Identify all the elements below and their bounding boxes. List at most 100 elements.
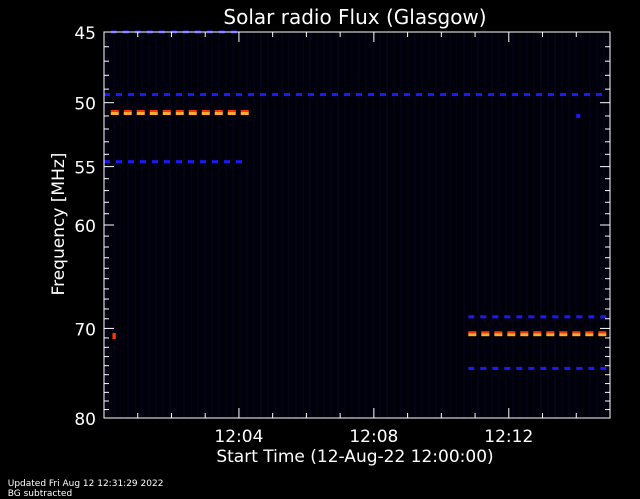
emission-dash [248,93,254,97]
emission-dash [507,333,516,337]
emission-dash [552,366,559,370]
emission-dash [162,110,171,113]
emission-dash [540,315,547,319]
emission-dash [572,331,581,334]
emission-dash [110,110,119,113]
emission-dash [201,112,210,116]
emission-dash [468,331,477,334]
emission-dash [356,93,362,97]
emission-dash [308,93,314,97]
emission-dash [332,93,338,97]
emission-dash [584,93,590,97]
axis-ticks: 45 50 55 60 70 80 12:04 12:08 12:12 [74,24,610,447]
emission-dash [392,93,398,97]
y-tick-label: 80 [74,410,96,430]
emission-dash [492,366,499,370]
emission-dash [227,110,236,113]
emission-dash [512,93,518,97]
emission-dash [576,315,583,319]
emission-band-weak [104,160,242,164]
emission-dash [516,315,523,319]
emission-dash [546,331,555,334]
emission-dash [452,93,458,97]
emission-dash [284,93,290,97]
emission-dash [494,331,503,334]
emission-dash [552,315,559,319]
emission-dash [504,366,511,370]
emission-dash [260,93,266,97]
emission-dash [564,315,571,319]
emission-dash [585,331,594,334]
emission-dash [152,93,158,97]
x-tick-label: 12:12 [484,427,533,447]
emission-dash [488,93,494,97]
y-tick-label: 45 [74,24,96,44]
emission-dash [559,333,568,337]
emission-dash [516,366,523,370]
emission-dash [533,333,542,337]
emission-dash [123,110,132,113]
emission-spot [112,333,116,340]
emission-dash [380,93,386,97]
emission-dash [585,333,594,337]
emission-dash [468,366,475,370]
emission-dash [533,331,542,334]
emission-dash [504,315,511,319]
emission-dash [492,315,499,319]
updated-timestamp: Updated Fri Aug 12 12:31:29 2022 [7,479,164,489]
x-axis-label: Start Time (12-Aug-22 12:00:00) [216,447,493,467]
spectrogram-chart: 45 50 55 60 70 80 12:04 12:08 12:12 Solar radio … [49,5,611,467]
emission-dash [588,315,595,319]
emission-dash [296,93,302,97]
emission-dash [212,93,218,97]
emission-dash [468,315,475,319]
emission-dash [164,160,170,164]
footer: Updated Fri Aug 12 12:31:29 2022 BG subt… [2,469,173,499]
emission-dash [480,315,487,319]
emission-band-strong [468,331,607,337]
emission-dash [214,112,223,116]
emission-dash [188,160,194,164]
emission-dash [520,333,529,337]
emission-dash [236,160,242,164]
emission-dash [468,333,477,337]
emission-dash [588,366,595,370]
emission-dash [104,160,110,164]
chart-title: Solar radio Flux (Glasgow) [223,5,486,29]
emission-dash [140,160,146,164]
emission-dash [140,93,146,97]
emission-dash [546,333,555,337]
emission-dash [214,110,223,113]
emission-dash [149,110,158,113]
emission-dash [136,110,145,113]
emission-dash [149,112,158,116]
emission-dash [476,93,482,97]
emission-dash [428,93,434,97]
emission-band-strong [110,110,249,116]
emission-dash [368,93,374,97]
emission-dash [227,112,236,116]
y-tick-label: 60 [74,217,96,237]
emission-dash [224,160,230,164]
background-note: BG subtracted [7,489,73,499]
emission-dash [540,366,547,370]
emission-dash [560,93,566,97]
emission-band-weak [468,366,607,370]
emission-dash [528,366,535,370]
emission-dash [104,93,110,97]
emission-dash [596,93,602,97]
emission-dash [128,160,134,164]
emission-dash [201,110,210,113]
emission-dash [572,93,578,97]
emission-dash [136,112,145,116]
emission-dash [110,112,119,116]
emission-dash [200,160,206,164]
y-tick-label: 55 [74,159,96,179]
emission-dash [481,333,490,337]
emission-dash [559,331,568,334]
emission-dash [520,331,529,334]
emission-dash [494,333,503,337]
emission-dash [600,366,607,370]
emission-dash [416,93,422,97]
emission-dash [536,93,542,97]
